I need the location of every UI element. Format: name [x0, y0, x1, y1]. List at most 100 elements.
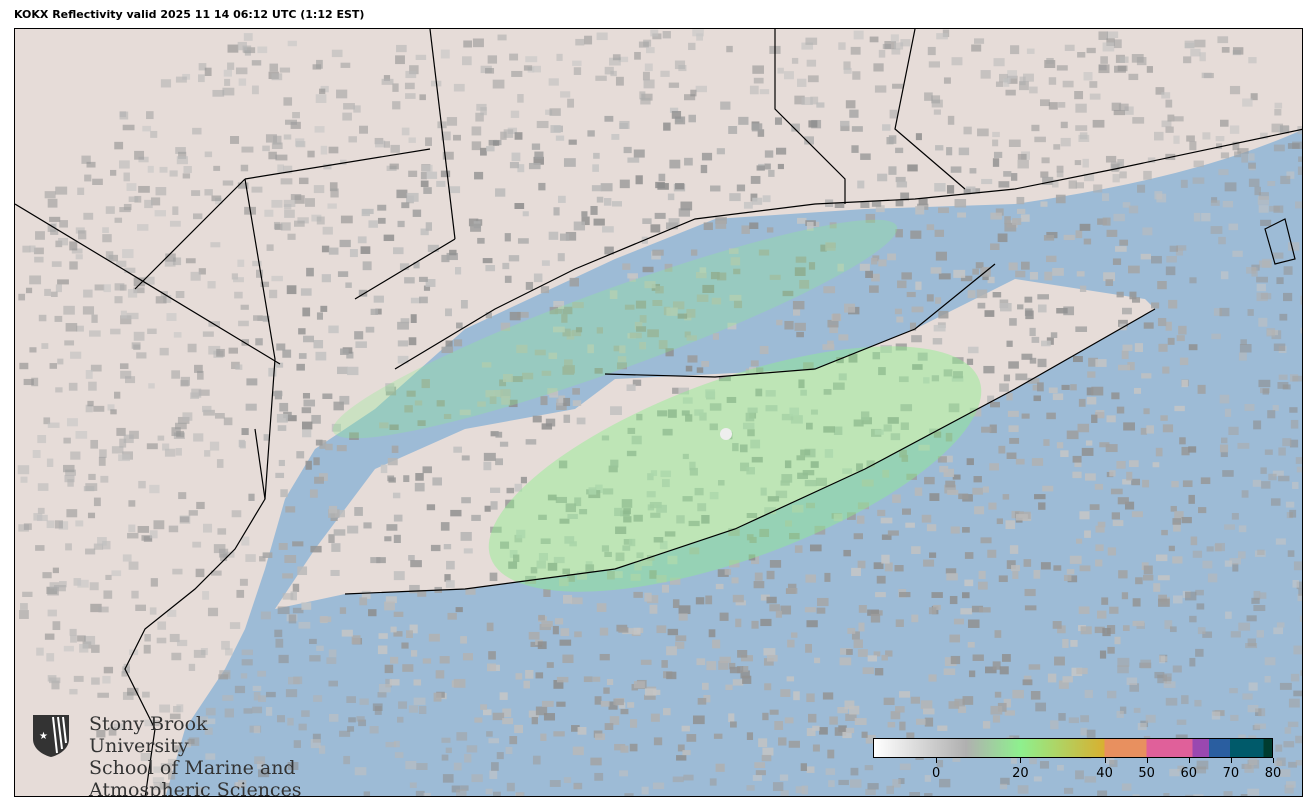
echo-pixel	[453, 134, 462, 141]
echo-pixel	[1197, 627, 1206, 635]
echo-pixel	[1189, 141, 1197, 151]
echo-pixel	[273, 135, 282, 145]
echo-pixel	[314, 126, 325, 133]
echo-pixel	[31, 377, 39, 387]
echo-pixel	[277, 425, 287, 431]
echo-pixel	[1253, 605, 1266, 612]
echo-pixel	[195, 568, 205, 578]
echo-pixel	[964, 579, 974, 587]
echo-pixel	[806, 59, 817, 67]
echo-pixel	[1169, 768, 1180, 777]
echo-pixel	[365, 326, 375, 333]
echo-pixel	[837, 263, 844, 272]
echo-pixel	[1008, 361, 1019, 369]
echo-pixel	[581, 211, 588, 217]
echo-pixel	[601, 435, 610, 441]
echo-pixel	[794, 267, 806, 276]
echo-pixel	[359, 597, 368, 606]
echo-pixel	[901, 272, 912, 280]
echo-pixel	[560, 628, 570, 637]
echo-pixel	[1154, 131, 1164, 141]
echo-pixel	[386, 524, 398, 531]
echo-pixel	[633, 627, 641, 635]
echo-pixel	[555, 135, 565, 141]
echo-pixel	[77, 579, 89, 588]
echo-pixel	[343, 755, 351, 765]
echo-pixel	[1004, 222, 1017, 232]
echo-pixel	[1165, 126, 1174, 133]
echo-pixel	[198, 389, 210, 396]
echo-pixel	[228, 347, 238, 354]
echo-pixel	[1010, 757, 1017, 764]
echo-pixel	[884, 41, 897, 50]
echo-pixel	[137, 525, 150, 533]
echo-pixel	[174, 745, 182, 753]
echo-pixel	[222, 695, 234, 701]
echo-pixel	[1116, 406, 1125, 414]
echo-pixel	[781, 413, 794, 421]
echo-pixel	[229, 622, 241, 629]
echo-pixel	[1213, 308, 1222, 316]
echo-pixel	[614, 571, 623, 578]
echo-pixel	[672, 599, 680, 609]
echo-pixel	[1278, 374, 1288, 380]
echo-pixel	[917, 352, 928, 361]
echo-pixel	[553, 300, 565, 309]
echo-pixel	[896, 316, 904, 323]
echo-pixel	[668, 218, 680, 227]
echo-pixel	[982, 274, 989, 281]
echo-pixel	[354, 331, 364, 340]
echo-pixel	[805, 643, 812, 653]
echo-pixel	[630, 573, 641, 581]
echo-pixel	[426, 504, 436, 511]
echo-pixel	[563, 158, 576, 167]
echo-pixel	[1201, 212, 1211, 222]
echo-pixel	[993, 151, 1003, 158]
echo-pixel	[315, 351, 327, 361]
echo-pixel	[1143, 322, 1154, 329]
echo-pixel	[938, 207, 949, 214]
echo-pixel	[277, 164, 284, 173]
echo-pixel	[391, 445, 399, 453]
echo-pixel	[812, 725, 820, 731]
echo-pixel	[1021, 261, 1030, 270]
echo-pixel	[1220, 152, 1230, 159]
echo-pixel	[564, 359, 573, 367]
echo-pixel	[1166, 256, 1177, 263]
echo-pixel	[1262, 258, 1272, 268]
echo-pixel	[65, 323, 78, 332]
echo-pixel	[277, 606, 290, 615]
echo-pixel	[511, 70, 523, 77]
echo-pixel	[1256, 283, 1266, 292]
echo-pixel	[1247, 638, 1257, 647]
echo-pixel	[623, 516, 632, 523]
echo-pixel	[610, 406, 622, 416]
echo-pixel	[47, 223, 56, 232]
echo-pixel	[389, 424, 399, 430]
echo-pixel	[1195, 648, 1204, 657]
echo-pixel	[517, 238, 529, 244]
echo-pixel	[1189, 615, 1197, 623]
echo-pixel	[276, 715, 285, 723]
echo-pixel	[55, 387, 63, 393]
echo-pixel	[1052, 621, 1062, 629]
echo-pixel	[565, 503, 577, 513]
echo-pixel	[684, 157, 693, 166]
echo-pixel	[1097, 790, 1108, 796]
echo-pixel	[661, 584, 669, 593]
echo-pixel	[847, 627, 856, 634]
echo-pixel	[1088, 357, 1098, 367]
echo-pixel	[652, 689, 661, 695]
echo-pixel	[1095, 525, 1105, 533]
echo-pixel	[793, 691, 800, 701]
echo-pixel	[791, 57, 799, 64]
echo-pixel	[1003, 374, 1011, 382]
echo-pixel	[982, 721, 991, 729]
echo-pixel	[121, 671, 128, 677]
echo-pixel	[110, 328, 121, 335]
echo-pixel	[373, 295, 384, 303]
echo-pixel	[769, 604, 780, 612]
echo-pixel	[827, 749, 835, 759]
echo-pixel	[1295, 735, 1302, 744]
echo-pixel	[1056, 165, 1064, 173]
